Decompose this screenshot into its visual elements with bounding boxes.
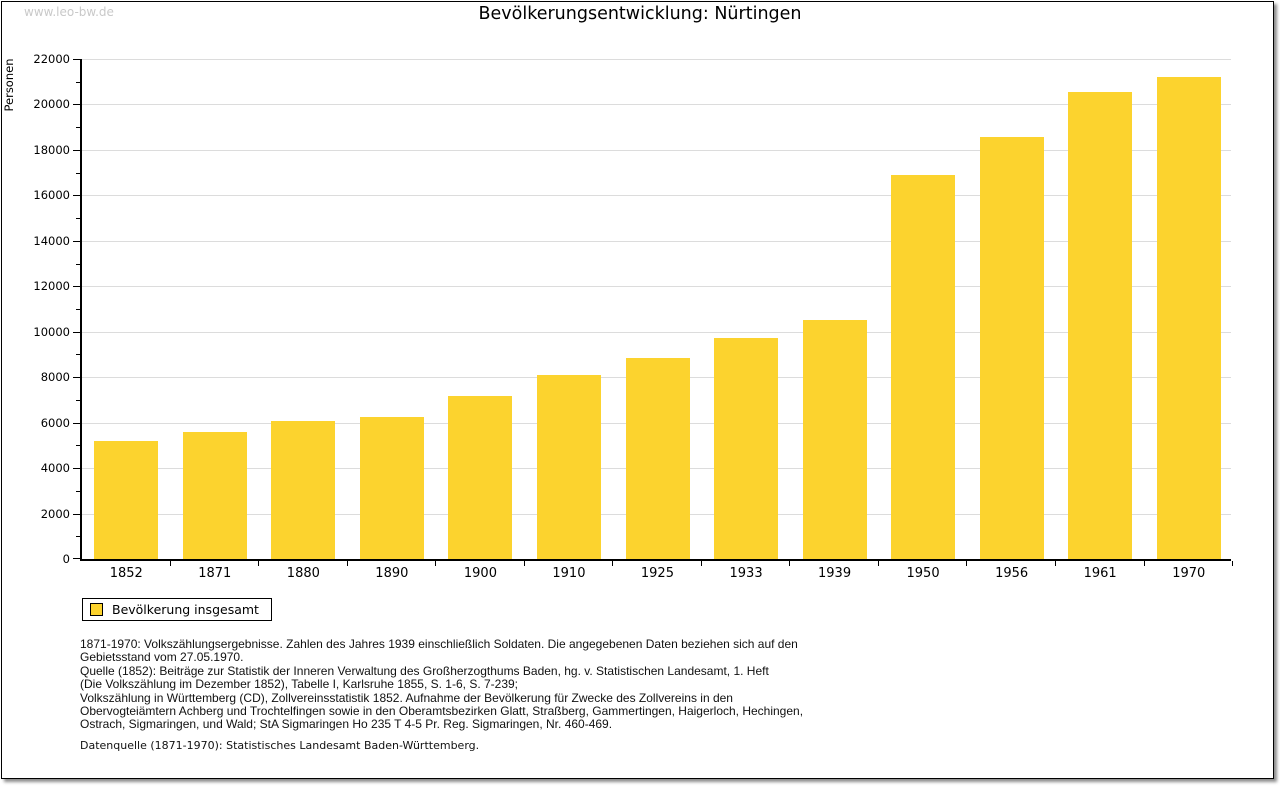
bar-1900 [448,396,513,559]
footnotes: 1871-1970: Volkszählungsergebnisse. Zahl… [80,637,804,732]
bar-1970 [1156,77,1221,559]
y-tick-12000 [73,286,80,288]
y-minor-tick-11000 [76,309,80,310]
bar-1925 [625,358,690,559]
x-tick-1 [169,561,171,566]
y-tick-label-6000: 6000 [40,415,70,430]
y-tick-14000 [73,240,80,242]
x-tick-9 [877,561,879,566]
y-minor-tick-19000 [76,127,80,129]
y-tick-label-16000: 16000 [33,188,70,203]
y-tick-18000 [73,149,80,151]
x-tick-label-1961: 1961 [1083,566,1117,581]
x-tick-6 [612,561,614,566]
y-tick-label-22000: 22000 [33,52,70,66]
x-tick-label-1890: 1890 [375,566,409,581]
legend-swatch-icon [90,603,103,616]
footnote-line-6: Obervogteiämtern Achberg und Trochtelfin… [80,704,804,719]
y-minor-tick-9000 [76,354,80,356]
bar-1950 [891,174,956,559]
footnote-line-2: Gebietsstand vom 27.05.1970. [80,650,244,665]
x-tick-5 [523,561,525,566]
x-tick-13 [1232,561,1233,566]
x-tick-label-1900: 1900 [463,566,497,581]
chart-title: Bevölkerungsentwicklung: Nürtingen [478,4,802,24]
x-tick-8 [789,561,791,566]
y-axis-title: Personen [2,58,16,112]
gridline-18000 [82,149,1231,151]
gridline-20000 [82,104,1231,106]
y-tick-4000 [73,468,80,470]
bar-1852 [94,440,159,559]
y-tick-label-0: 0 [62,552,70,566]
page-frame [1,1,1274,779]
x-tick-10 [966,561,968,566]
x-tick-label-1871: 1871 [198,566,232,581]
x-tick-7 [700,561,702,566]
bar-1910 [537,374,601,559]
x-tick-4 [435,561,437,566]
datasource-note: Datenquelle (1871-1970): Statistisches L… [80,739,480,752]
y-minor-tick-5000 [76,445,80,447]
y-tick-10000 [73,331,80,333]
bar-1939 [802,319,867,559]
gridline-16000 [82,195,1231,197]
plot-area: 0 2000 4000 6000 8000 10000 12000 14000 16000 180… [33,52,1233,581]
y-tick-0 [73,558,80,559]
footnote-line-4: (Die Volkszählung im Dezember 1852), Tab… [80,677,519,692]
y-tick-label-14000: 14000 [33,233,70,248]
gridline-12000 [82,286,1231,288]
bar-1956 [979,137,1044,559]
y-tick-label-10000: 10000 [33,324,70,339]
x-tick-label-1950: 1950 [906,566,940,581]
y-tick-8000 [73,377,80,379]
bar-1871 [182,431,247,559]
bar-1890 [359,417,424,559]
y-minor-tick-21000 [76,81,80,83]
legend: Bevölkerung insgesamt [82,598,272,621]
x-tick-label-1925: 1925 [640,566,674,581]
footnote-line-5: Volkszählung in Württemberg (CD), Zollve… [80,690,733,705]
gridline-10000 [82,331,1231,333]
footnote-line-7: Ostrach, Sigmaringen, und Wald; StA Sigm… [80,717,613,732]
legend-label: Bevölkerung insgesamt [112,602,259,617]
x-tick-12 [1143,561,1145,566]
y-minor-tick-1000 [76,536,80,538]
y-tick-label-12000: 12000 [33,279,70,294]
y-minor-tick-17000 [76,172,80,174]
y-tick-label-20000: 20000 [33,97,70,112]
footnote-line-3: Quelle (1852): Beiträge zur Statistik de… [80,663,769,678]
y-tick-16000 [73,195,80,197]
gridline-22000 [82,59,1231,60]
y-tick-label-2000: 2000 [40,506,70,521]
y-tick-label-18000: 18000 [33,142,70,157]
y-tick-20000 [73,104,80,106]
x-tick-label-1852: 1852 [109,566,143,581]
bar-1961 [1068,92,1133,559]
watermark-url: www.leo-bw.de [24,5,114,19]
x-tick-label-1910: 1910 [552,566,586,581]
y-minor-tick-15000 [76,218,80,220]
x-tick-label-1939: 1939 [818,566,852,581]
x-tick-2 [258,561,260,566]
x-tick-11 [1054,561,1056,566]
x-tick-label-1880: 1880 [286,566,320,581]
y-tick-22000 [73,59,80,60]
x-tick-label-1933: 1933 [729,566,763,581]
y-minor-tick-3000 [76,490,80,492]
y-tick-label-4000: 4000 [40,461,70,476]
x-tick-label-1970: 1970 [1172,566,1206,581]
x-tick-3 [346,561,348,566]
footnote-line-1: 1871-1970: Volkszählungsergebnisse. Zahl… [80,637,798,651]
y-tick-label-8000: 8000 [40,370,70,385]
y-tick-2000 [73,513,80,515]
bar-1933 [714,338,778,559]
bar-1880 [271,420,336,559]
y-tick-6000 [73,422,80,424]
x-tick-label-1956: 1956 [995,566,1029,581]
y-minor-tick-7000 [76,399,80,401]
gridline-14000 [82,240,1231,242]
y-minor-tick-13000 [76,263,80,265]
